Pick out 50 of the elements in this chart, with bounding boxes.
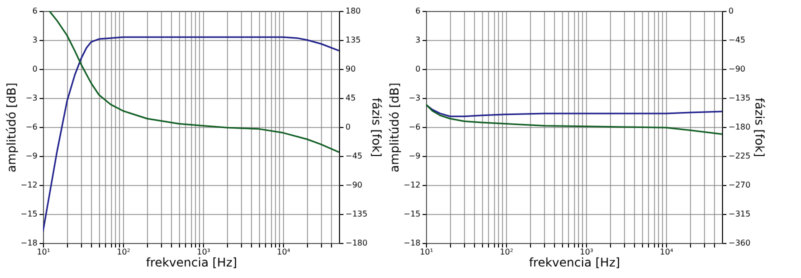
y-tick-label: −12 — [404, 180, 420, 190]
y-axis-title: amplitúdó [dB] — [4, 82, 19, 172]
x-axis-title: frekvencia [Hz] — [528, 256, 620, 270]
y-tick-label: −12 — [20, 180, 38, 190]
y2-tick-label: −45 — [728, 36, 746, 44]
y-tick-label: −9 — [26, 152, 38, 160]
y2-tick-label: −270 — [728, 180, 750, 190]
y-tick-label: −18 — [404, 238, 420, 248]
y2-tick-label: −135 — [346, 210, 368, 218]
y2-tick-label: −90 — [346, 180, 362, 190]
y-tick-label: 0 — [415, 64, 420, 74]
y-tick-label: 0 — [32, 64, 38, 74]
y2-tick-label: 0 — [728, 6, 734, 16]
y-axis-title: amplitúdó [dB] — [388, 82, 402, 172]
y2-axis-title: fázis [fok] — [752, 98, 766, 158]
y2-tick-label: 0 — [346, 122, 351, 132]
x-tick-label: 10² — [116, 248, 130, 256]
y2-tick-label: 90 — [346, 64, 356, 74]
x-tick-label: 10³ — [196, 248, 210, 256]
y-tick-label: 6 — [415, 6, 420, 16]
y2-tick-label: −90 — [728, 64, 746, 74]
y-tick-label: 6 — [32, 6, 38, 16]
y2-tick-label: −225 — [728, 152, 750, 160]
y2-tick-label: 180 — [346, 6, 361, 16]
x-tick-label: 10⁴ — [660, 248, 674, 256]
x-axis-title: frekvencia [Hz] — [146, 256, 238, 270]
y2-tick-label: −315 — [728, 210, 750, 218]
y2-tick-label: 45 — [346, 94, 356, 102]
y-tick-label: −9 — [408, 152, 420, 160]
y-tick-label: 3 — [32, 36, 38, 44]
y-tick-label: −6 — [26, 122, 38, 132]
y2-tick-label: −135 — [728, 94, 750, 102]
y-tick-label: −18 — [20, 238, 38, 248]
y-tick-label: 3 — [415, 36, 420, 44]
y2-tick-label: −180 — [346, 238, 368, 248]
y-tick-label: −15 — [404, 210, 420, 218]
y2-tick-label: −360 — [728, 238, 750, 248]
x-tick-label: 10¹ — [36, 248, 50, 256]
x-tick-label: 10² — [500, 248, 514, 256]
y-tick-label: −6 — [408, 122, 420, 132]
y2-tick-label: −180 — [728, 122, 750, 132]
y-tick-label: −15 — [20, 210, 38, 218]
x-tick-label: 10³ — [580, 248, 594, 256]
x-tick-label: 10¹ — [420, 248, 434, 256]
y2-tick-label: 135 — [346, 36, 361, 44]
x-tick-label: 10⁴ — [276, 248, 290, 256]
y2-axis-title: fázis [fok] — [369, 98, 384, 158]
y-tick-label: −3 — [26, 94, 38, 102]
y2-tick-label: −45 — [346, 152, 362, 160]
y-tick-label: −3 — [408, 94, 420, 102]
